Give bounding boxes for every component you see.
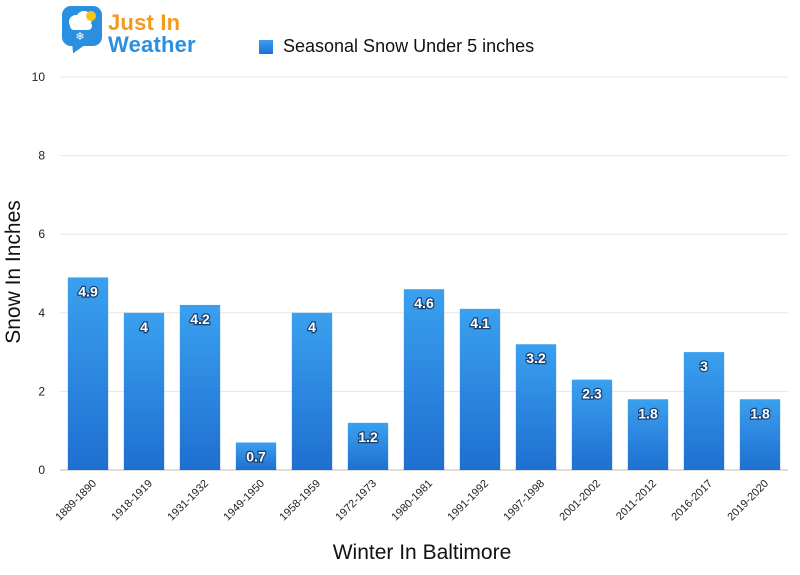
bar — [515, 344, 557, 470]
bar — [739, 399, 781, 470]
y-axis-label: Snow In Inches — [2, 200, 25, 344]
logo-text-line2: Weather — [108, 32, 196, 57]
bar-value-label: 2.3 — [582, 386, 602, 402]
bar-value-label: 4 — [140, 319, 148, 335]
bar-value-label: 3 — [700, 358, 708, 374]
x-tick-label: 2019-2020 — [725, 478, 771, 524]
bar — [459, 308, 501, 470]
bar — [347, 422, 389, 470]
bar-value-label: 4 — [308, 319, 316, 335]
x-axis-ticks: 1889-1890 1918-1919 1931-1932 1949-1950 1958… — [53, 478, 771, 524]
x-tick-label: 1931-1932 — [165, 478, 211, 524]
bar-value-label: 4.6 — [414, 295, 434, 311]
just-in-weather-logo: ❄ Just In Weather — [62, 6, 222, 58]
bar — [123, 312, 165, 470]
y-axis-ticks: 0 2 4 6 8 10 — [32, 70, 46, 477]
legend-label: Seasonal Snow Under 5 inches — [283, 36, 535, 56]
y-tick-label: 0 — [38, 463, 45, 477]
y-tick-label: 6 — [38, 227, 45, 241]
x-axis-label: Winter In Baltimore — [333, 541, 512, 564]
bar — [627, 399, 669, 470]
x-tick-label: 1918-1919 — [109, 478, 155, 524]
bar-value-label: 3.2 — [526, 350, 546, 366]
x-tick-label: 1958-1959 — [277, 478, 323, 524]
bars: 4.9 4 4.2 0.7 4 1.2 4.6 4.1 3.2 2.3 1.8 3 1.8 — [67, 277, 781, 470]
bar-value-label: 4.1 — [470, 315, 490, 331]
y-tick-label: 8 — [38, 149, 45, 163]
legend-swatch — [259, 39, 273, 54]
x-tick-label: 2011-2012 — [614, 478, 659, 523]
x-tick-label: 2001-2002 — [557, 478, 603, 524]
x-tick-label: 1980-1981 — [389, 478, 435, 524]
x-tick-label: 1972-1973 — [333, 478, 379, 524]
logo-text-line1: Just In — [108, 10, 181, 35]
weather-cloud-icon: ❄ — [62, 6, 102, 46]
bar — [571, 379, 613, 470]
x-tick-label: 1949-1950 — [221, 478, 267, 524]
bar-value-label: 1.8 — [750, 405, 770, 421]
y-tick-label: 4 — [38, 306, 45, 320]
bar-value-label: 1.2 — [358, 429, 378, 445]
bar-value-label: 0.7 — [246, 448, 266, 464]
bar — [235, 442, 277, 470]
svg-text:❄: ❄ — [75, 30, 84, 43]
x-tick-label: 1991-1992 — [445, 478, 491, 524]
y-tick-label: 2 — [38, 384, 45, 398]
bar — [291, 312, 333, 470]
x-tick-label: 1889-1890 — [53, 478, 99, 524]
bar-value-label: 4.2 — [190, 311, 210, 327]
bar-value-label: 4.9 — [78, 283, 98, 299]
bar-value-label: 1.8 — [638, 405, 658, 421]
x-tick-label: 2016-2017 — [669, 478, 715, 524]
chart-legend: Seasonal Snow Under 5 inches — [259, 36, 534, 57]
bar — [179, 304, 221, 470]
x-tick-label: 1997-1998 — [501, 478, 547, 524]
bar — [67, 277, 109, 470]
y-tick-label: 10 — [32, 70, 46, 84]
bar — [403, 289, 445, 470]
bar — [683, 352, 725, 470]
